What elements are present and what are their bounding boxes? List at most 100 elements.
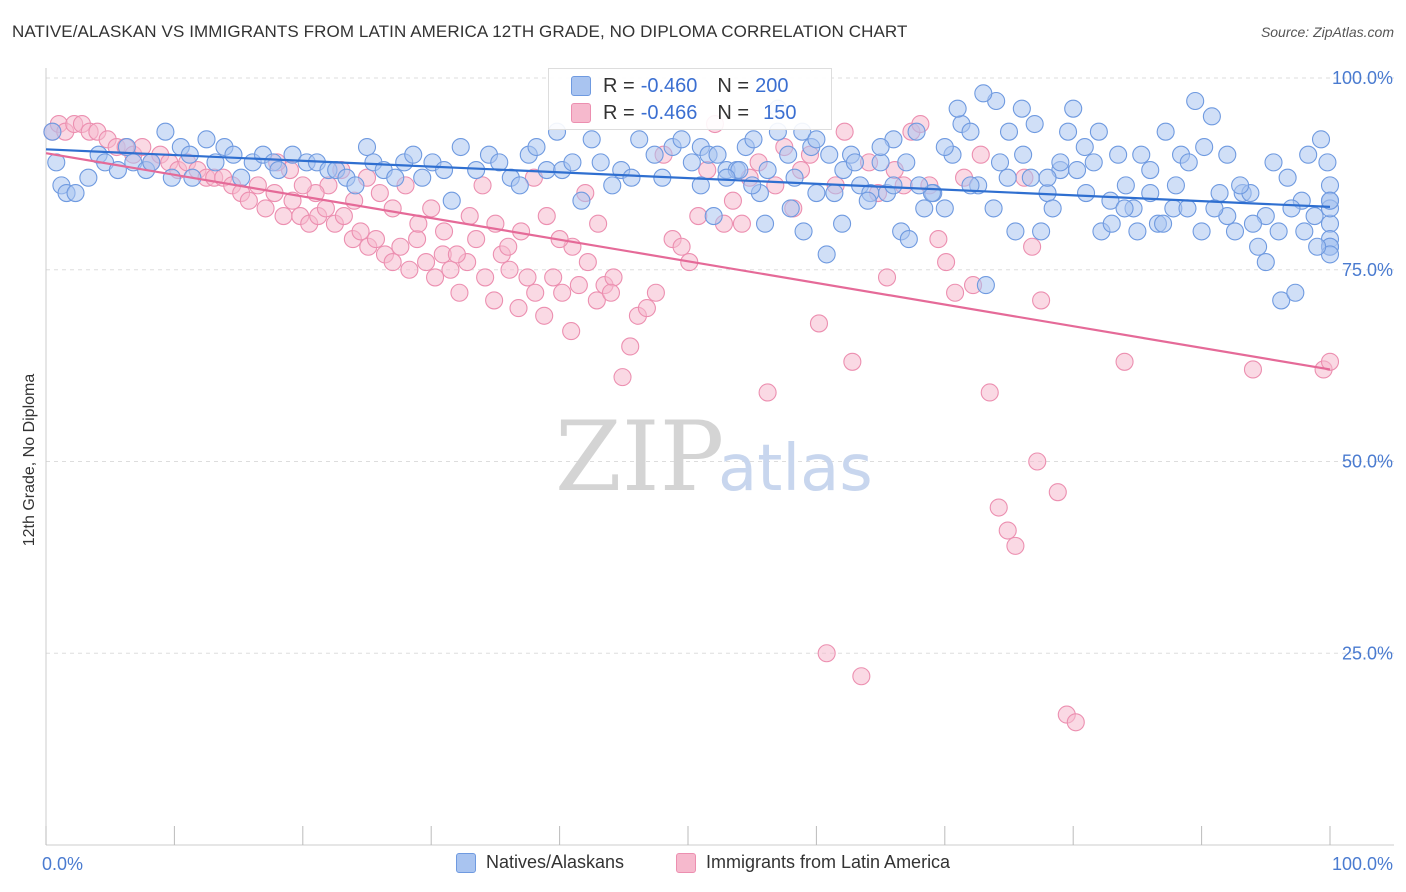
y-tick-label: 50.0% <box>1342 452 1393 472</box>
point-immigrants <box>316 199 335 218</box>
watermark-atlas: atlas <box>718 432 873 506</box>
point-immigrants <box>383 199 402 218</box>
point-natives <box>1084 153 1103 172</box>
point-natives <box>1102 214 1121 233</box>
point-natives <box>1132 145 1151 164</box>
point-immigrants <box>370 184 389 203</box>
point-natives <box>645 145 664 164</box>
point-natives <box>591 153 610 172</box>
watermark-zip: ZIP <box>555 401 724 513</box>
point-natives <box>1202 107 1221 126</box>
point-immigrants <box>400 260 419 279</box>
point-natives <box>572 191 591 210</box>
point-natives <box>1231 176 1250 195</box>
point-natives <box>563 153 582 172</box>
point-immigrants <box>450 283 469 302</box>
point-natives <box>1141 160 1160 180</box>
point-immigrants <box>852 667 871 686</box>
point-natives <box>998 168 1017 187</box>
point-immigrants <box>1028 452 1047 471</box>
point-immigrants <box>293 176 312 195</box>
point-natives <box>537 160 556 180</box>
x-tick-label-min: 0.0% <box>42 854 83 874</box>
point-natives <box>1272 291 1291 310</box>
point-immigrants <box>613 368 632 387</box>
point-immigrants <box>256 199 275 218</box>
point-immigrants <box>758 383 777 402</box>
point-natives <box>510 176 529 195</box>
y-tick-label: 100.0% <box>1332 68 1393 88</box>
point-natives <box>1141 184 1160 203</box>
legend-n-value: 150 <box>763 101 797 124</box>
point-natives <box>1115 199 1134 218</box>
point-immigrants <box>383 253 402 272</box>
point-immigrants <box>1115 352 1134 371</box>
point-immigrants <box>971 145 990 164</box>
point-natives <box>346 176 365 195</box>
point-immigrants <box>646 283 665 302</box>
point-natives <box>833 214 852 233</box>
point-immigrants <box>535 306 554 325</box>
point-immigrants <box>929 230 948 249</box>
point-immigrants <box>601 283 621 302</box>
point-natives <box>1320 191 1340 210</box>
point-natives <box>672 130 691 149</box>
point-natives <box>1156 122 1175 141</box>
point-natives <box>704 207 723 226</box>
point-immigrants <box>672 237 691 256</box>
point-immigrants <box>544 268 563 287</box>
trend-line-natives <box>45 148 1331 208</box>
bottom-legend-natives: Natives/Alaskans <box>456 852 624 873</box>
point-immigrants <box>274 207 293 226</box>
point-immigrants <box>239 191 258 210</box>
point-natives <box>1320 214 1340 233</box>
point-natives <box>974 84 993 103</box>
point-immigrants <box>766 176 785 195</box>
legend-n-label: N = <box>717 101 750 124</box>
point-natives <box>781 199 800 218</box>
point-natives <box>1076 184 1096 203</box>
point-natives <box>269 160 288 180</box>
point-natives <box>999 122 1019 141</box>
source-label: Source: ZipAtlas.com <box>1260 24 1394 40</box>
point-natives <box>1286 283 1305 302</box>
legend-r-label: R = <box>603 101 635 124</box>
point-immigrants <box>877 268 897 287</box>
point-natives <box>1264 153 1283 172</box>
bottom-legend-swatch-immigrants <box>676 852 696 873</box>
point-immigrants <box>835 122 854 141</box>
point-natives <box>1006 222 1025 241</box>
point-natives <box>976 276 995 295</box>
point-natives <box>1128 222 1147 241</box>
point-natives <box>682 153 701 172</box>
point-immigrants <box>1006 536 1025 555</box>
point-immigrants <box>723 191 742 210</box>
point-natives <box>884 176 903 195</box>
point-natives <box>935 199 954 218</box>
point-immigrants <box>499 237 518 256</box>
point-natives <box>1064 99 1083 118</box>
point-natives <box>156 122 175 141</box>
axes <box>45 68 1394 846</box>
point-natives <box>825 184 844 203</box>
legend-n-value: 200 <box>755 74 789 97</box>
point-immigrants <box>460 207 479 226</box>
point-natives <box>1205 199 1224 218</box>
point-natives <box>858 191 877 210</box>
bottom-legend-label-natives: Natives/Alaskans <box>486 852 625 872</box>
point-immigrants <box>422 199 441 218</box>
point-natives <box>527 137 546 157</box>
point-natives <box>755 214 775 233</box>
point-natives <box>807 130 826 149</box>
point-natives <box>1243 214 1263 233</box>
point-immigrants <box>1320 352 1340 371</box>
point-natives <box>224 145 243 164</box>
point-natives <box>1318 153 1337 172</box>
point-natives <box>984 199 1003 218</box>
point-natives <box>413 168 432 187</box>
point-natives <box>948 99 967 118</box>
point-natives <box>1012 99 1031 118</box>
point-natives <box>935 137 954 157</box>
point-immigrants <box>476 268 495 287</box>
point-immigrants <box>946 283 965 302</box>
